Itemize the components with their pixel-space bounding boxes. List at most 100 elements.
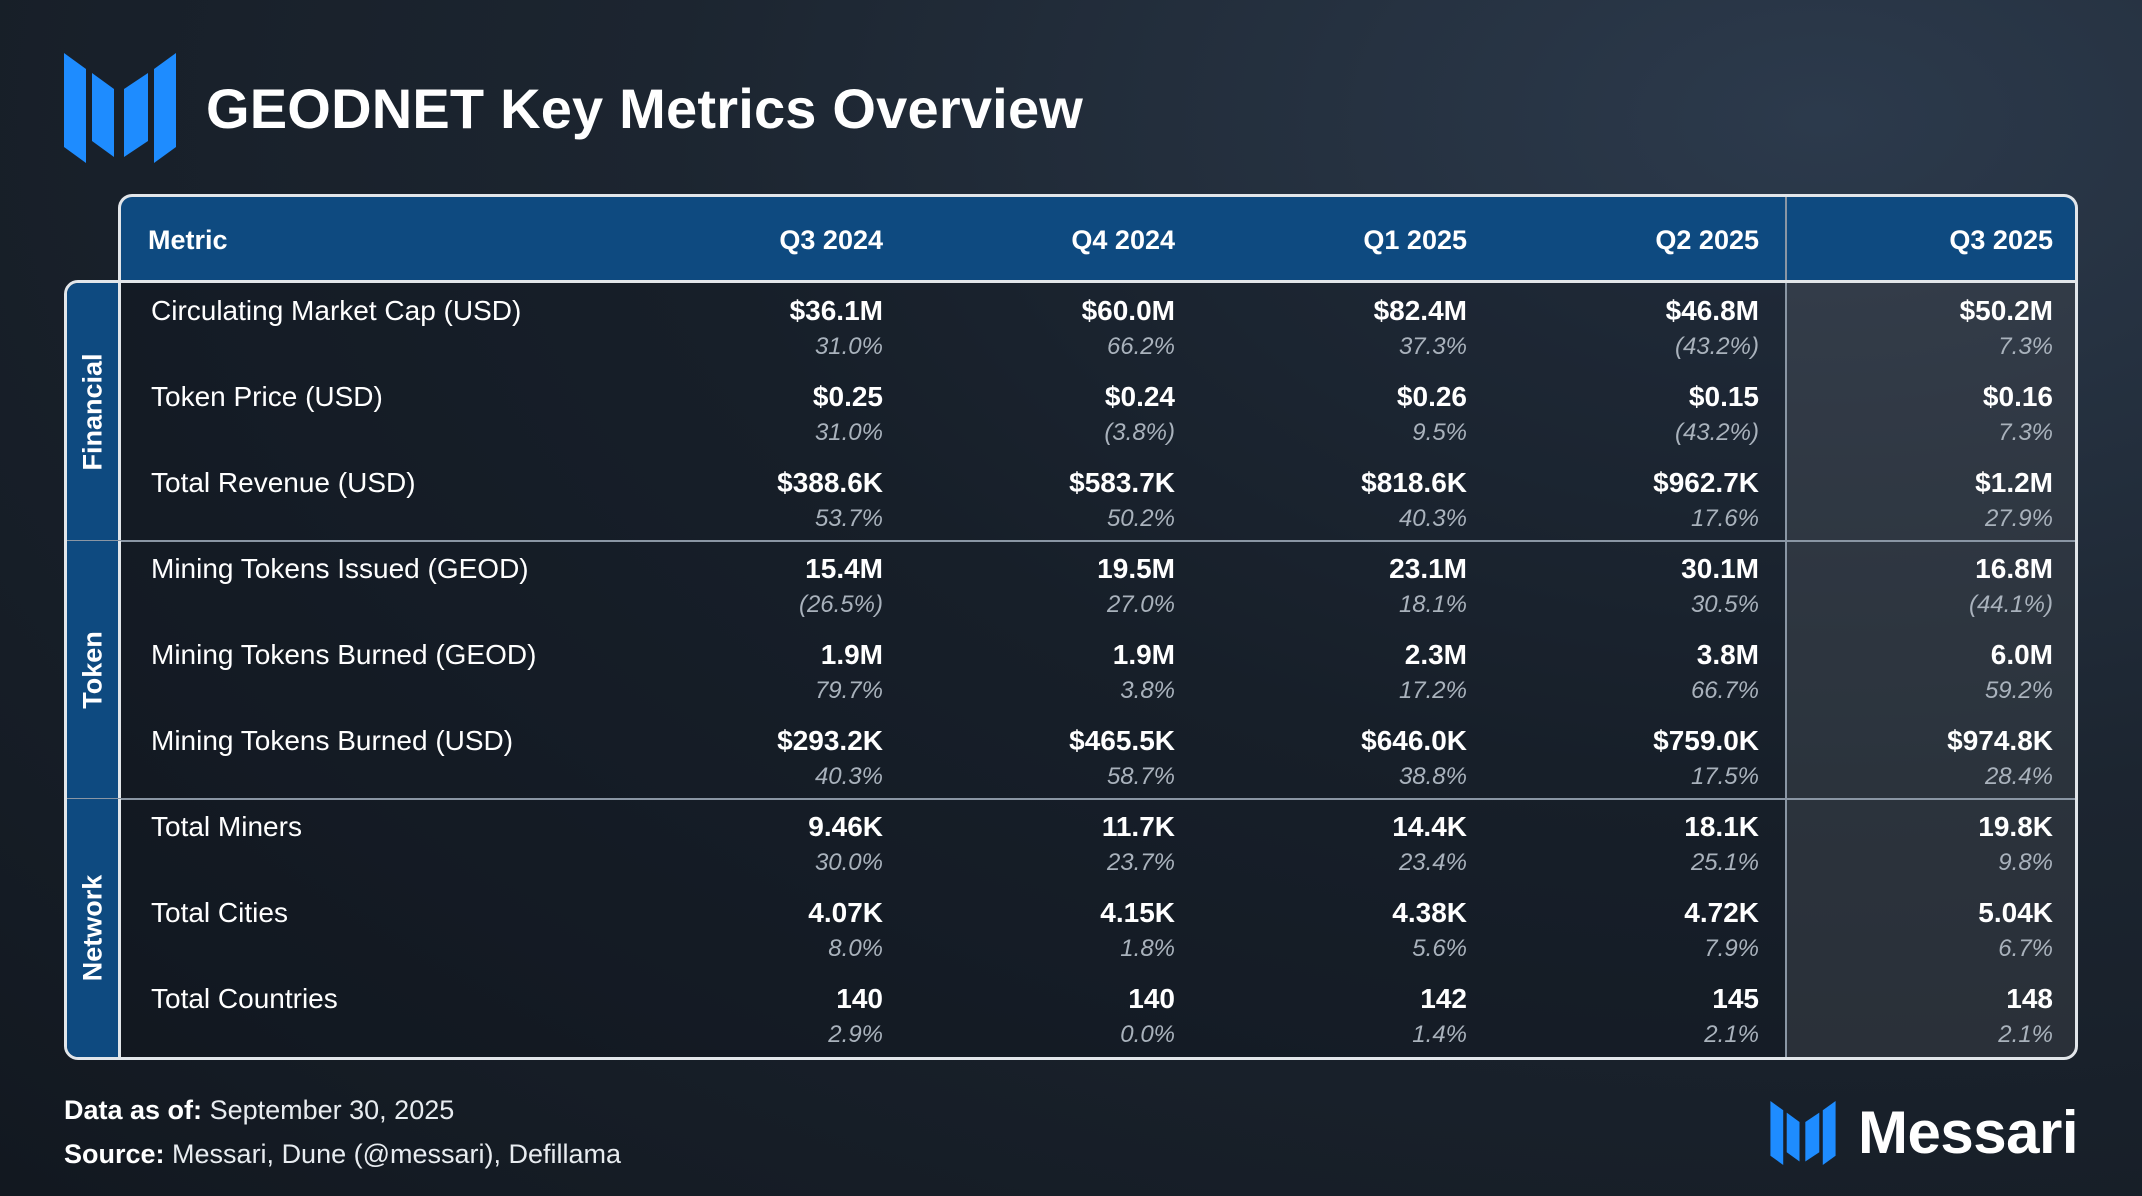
metric-value: 9.46K [808,811,883,842]
current-quarter-divider [1785,283,1787,1057]
metric-change: 8.0% [828,935,883,962]
metric-value: $646.0K [1361,725,1467,756]
metric-change: (43.2%) [1674,333,1759,360]
column-header-q1-2025: Q1 2025 [1363,225,1467,255]
metric-value: $388.6K [777,467,883,498]
current-quarter-highlight [1785,283,2075,1057]
metric-value: 4.07K [808,897,883,928]
metric-change: 9.5% [1412,419,1467,446]
metric-change: 28.4% [1984,763,2053,790]
metric-change: (3.8%) [1104,419,1175,446]
metric-label: Token Price (USD) [151,381,383,412]
metric-value: $293.2K [777,725,883,756]
group-label-token: Token [67,541,121,799]
metric-value: $759.0K [1653,725,1759,756]
metric-value: $1.2M [1975,467,2053,498]
metric-value: $36.1M [789,295,883,326]
column-header-q2-2025: Q2 2025 [1655,225,1759,255]
messari-logo-icon [1770,1100,1836,1165]
table-row: Total Countries 140 2.9% 140 0.0% 142 1.4% 145 2… [67,971,2075,1057]
metric-value: 18.1K [1684,811,1759,842]
metric-change: 23.7% [1106,849,1175,876]
table-row: Mining Tokens Burned (USD) $293.2K 40.3% $4… [67,713,2075,799]
metric-change: 38.8% [1398,763,1467,790]
metric-value: $0.15 [1688,381,1759,412]
metric-change: 5.6% [1412,935,1467,962]
metric-value: $583.7K [1069,467,1175,498]
metric-change: 40.3% [1398,505,1467,532]
metric-value: 4.15K [1100,897,1175,928]
metric-change: 79.7% [814,677,883,704]
metric-value: 145 [1712,983,1759,1014]
metric-label: Circulating Market Cap (USD) [151,295,522,326]
metric-value: 142 [1420,983,1467,1014]
metric-value: 15.4M [805,553,883,584]
metric-change: 59.2% [1984,677,2053,704]
metric-change: 6.7% [1998,935,2053,962]
messari-logo-icon [64,53,176,163]
metric-change: 37.3% [1398,333,1467,360]
page-header: GEODNET Key Metrics Overview [64,52,1083,164]
metric-change: (43.2%) [1674,419,1759,446]
metric-change: 17.5% [1690,763,1759,790]
table-row: Token Price (USD) $0.25 31.0% $0.24 (3.8%) $0… [67,369,2075,455]
column-header-q3-2024: Q3 2024 [779,225,883,255]
metric-change: (44.1%) [1968,591,2053,618]
metric-value: $50.2M [1959,295,2053,326]
data-date-note: Data as of: September 30, 2025 [64,1095,455,1125]
footer-notes: Data as of: September 30, 2025 Source: M… [64,1088,621,1176]
metric-change: 53.7% [814,505,883,532]
metric-change: 50.2% [1106,505,1175,532]
table-row: Total Revenue (USD) $388.6K 53.7% $583.7K 50… [67,455,2075,541]
brand-name: Messari [1858,1099,2078,1166]
metric-value: 1.9M [1112,639,1175,670]
metric-change: 25.1% [1690,849,1759,876]
metric-change: 58.7% [1106,763,1175,790]
page-title: GEODNET Key Metrics Overview [206,76,1084,140]
metric-change: 18.1% [1398,591,1467,618]
metric-value: 19.5M [1097,553,1175,584]
metric-change: 7.3% [1998,419,2053,446]
metric-value: $46.8M [1665,295,1759,326]
metric-value: $82.4M [1373,295,1467,326]
metric-value: 2.3M [1404,639,1467,670]
metrics-table: Metric Q3 2024 Q4 2024 Q1 2025 Q2 2025 Q3 202… [64,194,2078,1060]
metric-change: 1.8% [1120,935,1175,962]
metric-label: Total Countries [151,983,338,1014]
table-row: Total Cities 4.07K 8.0% 4.15K 1.8% 4.38K 5.6% 4… [67,885,2075,971]
metric-change: 2.1% [1704,1021,1759,1048]
group-label-financial: Financial [67,283,121,541]
table-row: Mining Tokens Burned (GEOD) 1.9M 79.7% 1.9M… [67,627,2075,713]
metric-change: 23.4% [1398,849,1467,876]
metric-change: 1.4% [1412,1021,1467,1048]
metric-value: $818.6K [1361,467,1467,498]
column-header-metric: Metric [148,225,228,255]
table-row: Total Miners 9.46K 30.0% 11.7K 23.7% 14.4K 23.… [67,799,2075,885]
group-separator [67,540,2075,542]
metric-value: 23.1M [1389,553,1467,584]
metric-value: $0.25 [812,381,883,412]
metric-change: 27.0% [1106,591,1175,618]
metric-value: 30.1M [1681,553,1759,584]
metric-change: 7.9% [1704,935,1759,962]
brand-footer: Messari [1770,1098,2078,1167]
table-row: Mining Tokens Issued (GEOD) 15.4M (26.5%) 1… [67,541,2075,627]
metric-value: $0.16 [1982,381,2053,412]
metric-change: 3.8% [1120,677,1175,704]
metric-value: $974.8K [1947,725,2053,756]
table-header-row: Metric Q3 2024 Q4 2024 Q1 2025 Q2 2025 Q3 202… [118,194,2078,283]
metric-change: 17.6% [1690,505,1759,532]
metric-label: Total Revenue (USD) [151,467,416,498]
metric-label: Total Cities [151,897,288,928]
metric-label: Mining Tokens Issued (GEOD) [151,553,529,584]
metric-label: Mining Tokens Burned (GEOD) [151,639,537,670]
group-separator [67,798,2075,800]
column-header-q4-2024: Q4 2024 [1071,225,1175,255]
metric-value: $60.0M [1081,295,1175,326]
metric-value: 6.0M [1990,639,2053,670]
metric-value: $962.7K [1653,467,1759,498]
metric-value: $0.24 [1104,381,1175,412]
metric-value: 5.04K [1978,897,2053,928]
column-header-q3-2025: Q3 2025 [1949,225,2053,255]
table-row: Circulating Market Cap (USD) $36.1M 31.0% $… [67,283,2075,369]
